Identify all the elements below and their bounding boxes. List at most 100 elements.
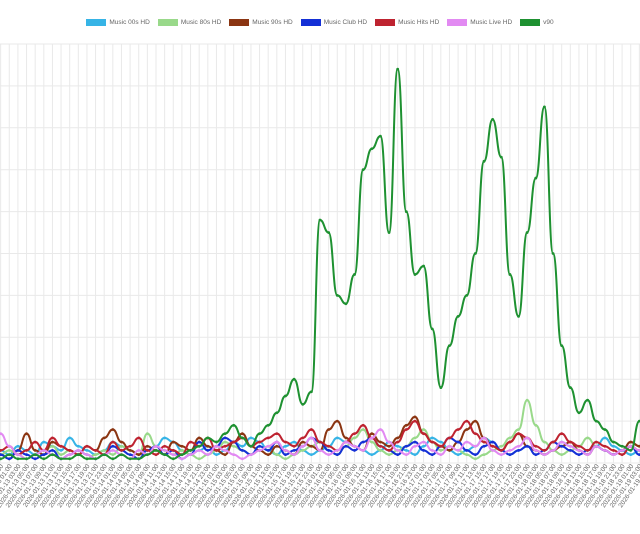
- data-point: [102, 453, 106, 457]
- data-point: [482, 436, 486, 440]
- data-point: [525, 444, 529, 448]
- data-point: [120, 444, 123, 448]
- legend-item[interactable]: Music 90s HD: [229, 18, 293, 26]
- legend-item[interactable]: Music Club HD: [300, 18, 367, 26]
- data-point: [232, 444, 236, 448]
- data-point: [16, 444, 20, 448]
- legend-swatch: [447, 18, 468, 26]
- data-point: [422, 444, 425, 448]
- data-point: [7, 453, 11, 457]
- data-point: [508, 273, 512, 276]
- data-point: [586, 398, 589, 402]
- data-point: [396, 453, 400, 457]
- data-point: [430, 440, 434, 444]
- data-point: [301, 402, 305, 406]
- data-point: [439, 386, 443, 389]
- grid: [0, 43, 640, 464]
- data-point: [517, 428, 520, 431]
- data-point: [318, 218, 322, 222]
- data-point: [568, 449, 572, 452]
- data-point: [258, 449, 261, 452]
- data-point: [25, 457, 28, 461]
- data-point: [171, 440, 175, 444]
- data-point: [309, 444, 313, 448]
- legend-item[interactable]: Music 00s HD: [86, 18, 150, 26]
- data-point: [413, 440, 417, 444]
- data-point: [534, 176, 538, 180]
- data-point: [301, 436, 305, 440]
- data-point: [517, 432, 520, 436]
- data-point: [145, 449, 149, 452]
- data-point: [465, 428, 469, 431]
- data-point: [353, 449, 356, 452]
- data-point: [430, 436, 434, 440]
- data-point: [473, 432, 477, 436]
- data-point: [335, 453, 339, 457]
- legend-label: Music 90s HD: [252, 18, 293, 26]
- data-point: [120, 440, 123, 444]
- data-point: [508, 449, 512, 452]
- data-point: [543, 440, 546, 444]
- legend-item[interactable]: Music Hits HD: [375, 18, 440, 26]
- data-point: [145, 453, 149, 457]
- data-point: [240, 436, 244, 440]
- data-point: [206, 444, 210, 448]
- data-point: [568, 440, 572, 444]
- data-point: [7, 444, 11, 448]
- data-point: [473, 419, 477, 423]
- legend-item[interactable]: Music Live HD: [447, 18, 512, 26]
- data-point: [422, 449, 425, 452]
- data-point: [499, 453, 503, 457]
- data-point: [145, 432, 149, 436]
- legend: Music 00s HD Music 80s HD Music 90s HD Musi…: [0, 0, 640, 44]
- legend-swatch: [86, 18, 107, 26]
- data-point: [85, 453, 89, 457]
- legend-swatch: [520, 18, 541, 26]
- legend-swatch: [157, 18, 178, 26]
- data-point: [33, 440, 37, 444]
- data-point: [258, 444, 261, 448]
- data-point: [171, 453, 175, 457]
- data-point: [612, 453, 615, 457]
- data-point: [275, 453, 279, 457]
- data-point: [465, 449, 469, 452]
- data-point: [0, 453, 3, 457]
- data-point: [473, 453, 477, 457]
- legend-item[interactable]: v90: [520, 18, 554, 26]
- data-point: [413, 419, 417, 423]
- data-point: [517, 314, 520, 318]
- data-point: [292, 449, 296, 452]
- data-point: [68, 457, 72, 461]
- data-point: [551, 440, 555, 444]
- legend-label: Music Hits HD: [398, 18, 440, 26]
- data-point: [404, 423, 408, 427]
- legend-item[interactable]: Music 80s HD: [157, 18, 221, 26]
- data-point: [396, 440, 400, 444]
- data-point: [603, 436, 607, 440]
- data-point: [85, 449, 89, 452]
- data-point: [335, 294, 339, 297]
- data-point: [111, 457, 115, 461]
- data-point: [439, 444, 443, 448]
- data-point: [499, 444, 503, 448]
- data-point: [499, 449, 503, 452]
- data-point: [465, 419, 469, 423]
- data-point: [309, 428, 313, 431]
- data-point: [68, 453, 72, 457]
- data-point: [637, 444, 640, 448]
- data-point: [85, 457, 89, 461]
- data-point: [560, 432, 564, 436]
- data-point: [137, 449, 141, 452]
- data-point: [266, 453, 270, 457]
- data-point: [396, 436, 400, 440]
- data-point: [361, 168, 365, 172]
- data-point: [240, 432, 244, 436]
- data-point: [534, 449, 538, 452]
- data-point: [439, 440, 443, 444]
- data-point: [543, 105, 546, 109]
- data-point: [275, 440, 279, 444]
- data-point: [111, 453, 115, 457]
- data-point: [128, 457, 132, 461]
- data-point: [370, 440, 374, 444]
